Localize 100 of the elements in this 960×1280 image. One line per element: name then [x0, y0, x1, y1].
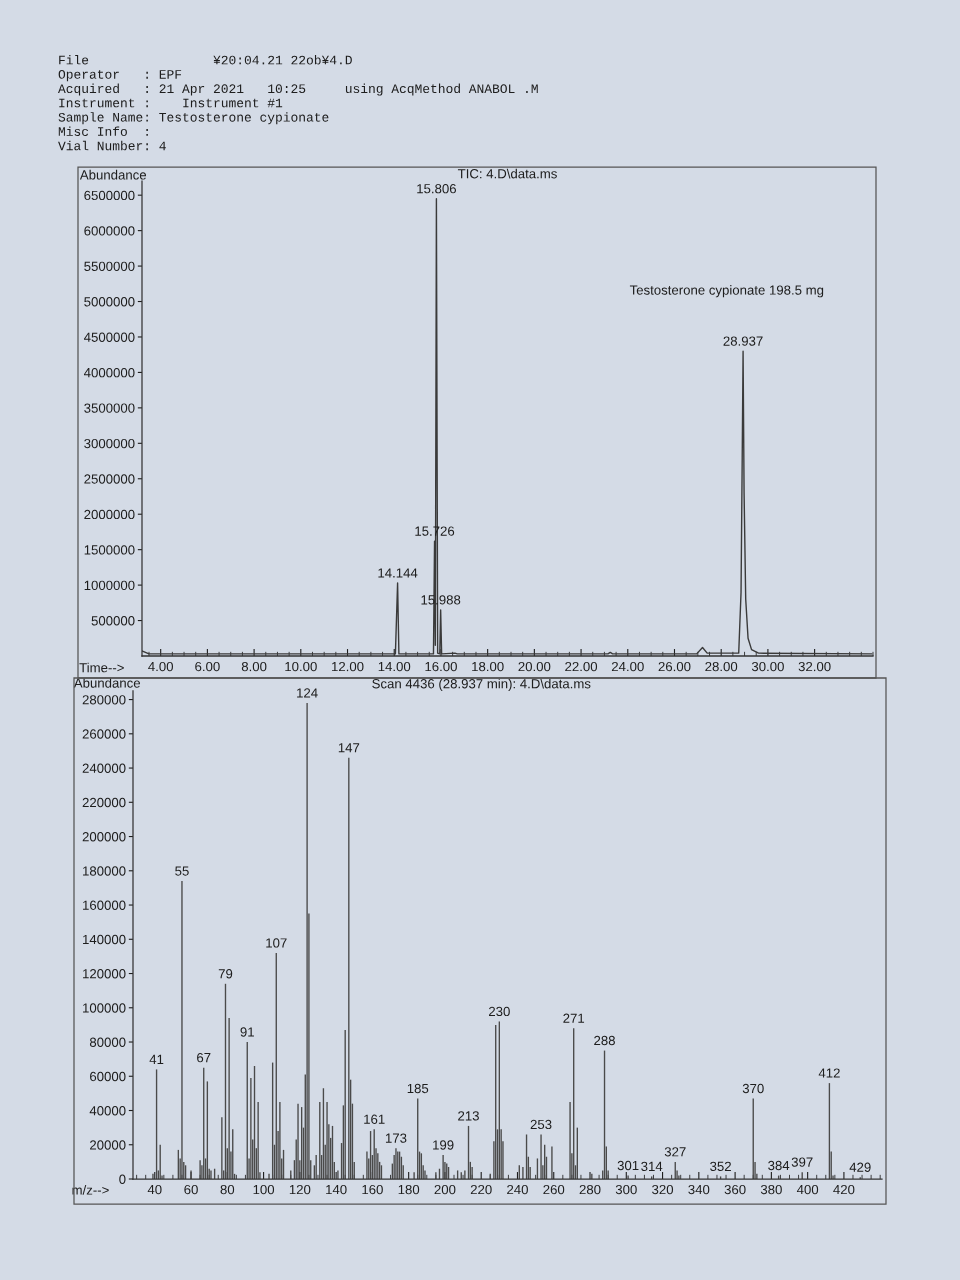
x-tick-label: 140 [326, 1184, 347, 1195]
annotation: 271 [563, 1013, 585, 1023]
x-tick-label: 400 [796, 1184, 819, 1195]
x-tick-label: 240 [507, 1184, 528, 1195]
y-axis-title: Abundance [79, 169, 147, 180]
y-tick-label: 280000 [82, 695, 126, 705]
annotation: 173 [385, 1133, 407, 1143]
x-tick-label: 14.00 [378, 661, 411, 672]
y-tick-label: 4000000 [84, 367, 135, 378]
y-tick-label: 260000 [82, 729, 126, 739]
annotation: 79 [218, 969, 233, 979]
y-tick-label: 220000 [82, 797, 126, 808]
y-tick-label: 6000000 [84, 226, 135, 236]
y-tick-label: 1500000 [84, 545, 135, 555]
x-axis-title: Time--> [79, 662, 124, 673]
y-tick-label: 240000 [82, 763, 126, 773]
x-tick-label: 40 [147, 1184, 162, 1195]
x-tick-label: 30.00 [751, 661, 784, 672]
y-tick-label: 2000000 [84, 509, 135, 520]
annotation: 301 [617, 1160, 639, 1171]
x-tick-label: 22.00 [565, 661, 598, 672]
annotation: 288 [594, 1035, 615, 1046]
x-tick-label: 32.00 [798, 661, 831, 672]
y-tick-label: 3500000 [84, 403, 135, 413]
x-tick-label: 28.00 [705, 661, 738, 672]
annotation: 429 [849, 1162, 871, 1172]
x-tick-label: 320 [652, 1184, 674, 1195]
x-tick-label: 60 [184, 1184, 198, 1195]
annotation: 15.806 [417, 183, 457, 194]
x-tick-label: 12.00 [332, 661, 364, 672]
text: File ¥20:04.21 22ob¥4.D [59, 54, 352, 65]
annotation: 91 [240, 1027, 254, 1037]
x-tick-label: 220 [470, 1184, 492, 1195]
y-tick-label: 140000 [83, 934, 126, 945]
annotation: 147 [338, 743, 360, 753]
x-tick-label: 260 [543, 1184, 565, 1195]
text: Vial Number: 4 [58, 140, 166, 151]
annotation: 14.144 [378, 568, 418, 578]
annotation: 314 [641, 1161, 663, 1172]
x-tick-label: 6.00 [195, 661, 220, 672]
text: Operator : EPF [58, 70, 182, 82]
x-tick-label: 420 [833, 1184, 855, 1195]
x-tick-label: 18.00 [472, 661, 504, 672]
y-tick-label: 120000 [83, 969, 126, 979]
annotation: 185 [407, 1083, 429, 1094]
x-tick-label: 10.00 [285, 661, 317, 672]
x-tick-label: 4.00 [148, 661, 174, 672]
annotation: 28.937 [723, 336, 763, 346]
y-tick-label: 80000 [89, 1037, 126, 1047]
x-tick-label: 280 [579, 1184, 601, 1195]
annotation: 412 [818, 1068, 840, 1078]
x-tick-label: 16.00 [425, 661, 457, 672]
annotation: 327 [664, 1147, 686, 1157]
annotation: 124 [297, 688, 318, 698]
y-tick-label: 5000000 [84, 297, 135, 307]
y-tick-label: 180000 [83, 866, 126, 876]
chart-title: Scan 4436 (28.937 min): 4.D\data.ms [372, 678, 591, 691]
x-tick-label: 200 [434, 1184, 456, 1195]
annotation: 67 [197, 1052, 211, 1063]
text: Sample Name: Testosterone cypionate [58, 112, 329, 125]
x-tick-label: 8.00 [241, 661, 267, 672]
x-tick-label: 160 [362, 1184, 383, 1195]
x-tick-label: 24.00 [611, 661, 644, 672]
y-tick-label: 5500000 [84, 261, 135, 271]
x-axis-title: m/z--> [72, 1185, 109, 1195]
annotation: 199 [433, 1140, 454, 1150]
annotation: Testosterone cypionate 198.5 mg [629, 285, 824, 298]
y-tick-label: 20000 [90, 1140, 126, 1150]
x-tick-label: 120 [289, 1184, 311, 1195]
y-tick-label: 0 [119, 1174, 126, 1184]
x-tick-label: 360 [724, 1184, 746, 1195]
y-axis-title: Abundance [73, 678, 141, 688]
annotation: 230 [489, 1006, 510, 1017]
x-tick-label: 300 [615, 1184, 637, 1195]
x-tick-label: 26.00 [658, 661, 691, 672]
annotation: 107 [266, 938, 287, 948]
x-tick-label: 20.00 [518, 661, 551, 672]
annotation: 161 [364, 1114, 385, 1124]
annotation: 370 [742, 1083, 764, 1094]
x-tick-label: 80 [220, 1184, 235, 1195]
y-tick-label: 200000 [82, 832, 126, 842]
y-tick-label: 2500000 [84, 474, 135, 484]
y-tick-label: 40000 [89, 1106, 126, 1116]
annotation: 397 [791, 1157, 813, 1167]
y-tick-label: 3000000 [84, 438, 135, 449]
annotation: 352 [710, 1161, 731, 1172]
annotation: 384 [768, 1160, 790, 1171]
annotation: 253 [530, 1119, 552, 1130]
text: Instrument : Instrument #1 [59, 98, 283, 108]
x-tick-label: 100 [253, 1184, 275, 1195]
annotation: 41 [149, 1054, 164, 1064]
annotation: 55 [175, 866, 189, 876]
annotation: 213 [458, 1111, 479, 1121]
y-tick-label: 100000 [83, 1003, 126, 1013]
y-tick-label: 160000 [83, 900, 126, 910]
y-tick-label: 6500000 [84, 190, 135, 201]
chart-title: TIC: 4.D\data.ms [457, 168, 557, 179]
text: Misc Info : [58, 126, 148, 136]
text: Acquired : 21 Apr 2021 10:25 using AcqMethod ANABOL .M [58, 83, 538, 96]
y-tick-label: 4500000 [84, 332, 135, 342]
